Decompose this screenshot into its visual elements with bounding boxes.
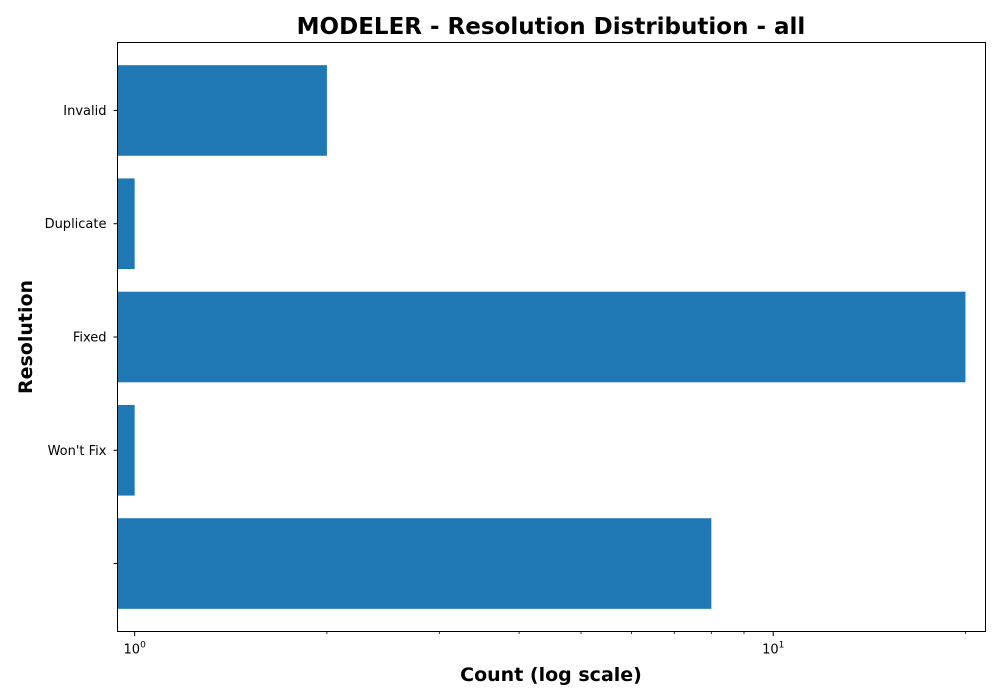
x-tick-label: 101 [762,641,784,658]
x-tick-base: 10 [762,643,779,658]
bar-4 [117,518,712,609]
plot-frame [117,42,986,632]
x-tick-base: 10 [124,643,141,658]
y-tick-label: Won't Fix [48,444,107,459]
y-tick-label: Invalid [63,104,106,119]
bar-0 [117,65,327,156]
x-tick-exponent: 0 [140,641,146,651]
chart-title: MODELER - Resolution Distribution - all [297,14,806,40]
y-tick-label: Duplicate [45,217,107,232]
x-axis-label: Count (log scale) [460,664,642,686]
x-tick-label: 100 [124,641,147,658]
bar-1 [117,178,135,270]
bar-2 [117,291,966,383]
bars-group [117,65,966,609]
x-axis-ticks: 100 101 [124,631,966,658]
bar-3 [117,404,135,496]
y-axis-ticks: Invalid Duplicate Fixed Won't Fix [45,104,118,565]
y-tick-label: Fixed [73,331,107,346]
y-axis-label: Resolution [15,280,37,394]
x-tick-exponent: 1 [779,641,785,651]
